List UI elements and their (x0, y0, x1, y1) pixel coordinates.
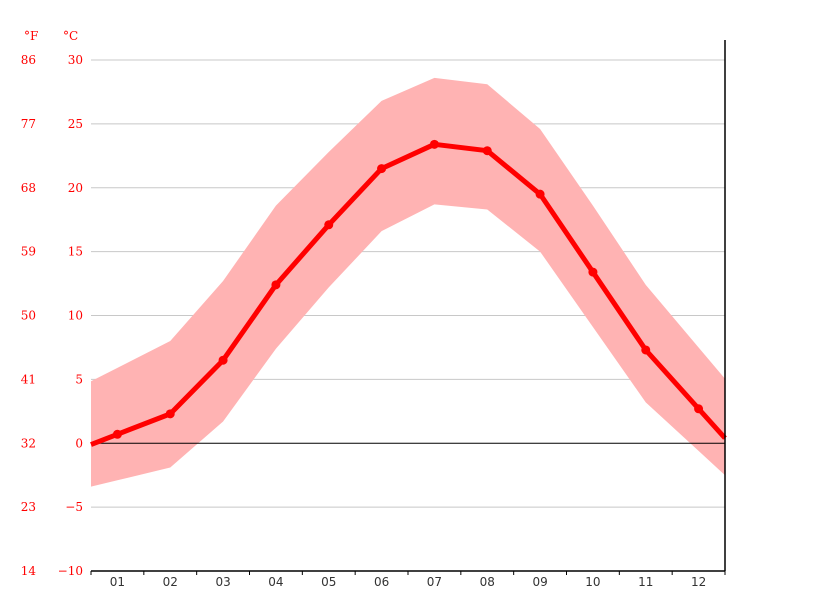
x-tick-label: 10 (585, 575, 600, 589)
y-tick-label-fahrenheit: 68 (21, 181, 36, 195)
y-tick-label-fahrenheit: 41 (21, 372, 36, 386)
data-point (377, 164, 387, 174)
data-point (535, 189, 545, 199)
y-tick-label-celsius: 5 (75, 372, 83, 386)
x-tick-label: 08 (480, 575, 495, 589)
y-tick-label-celsius: −5 (65, 500, 83, 514)
y-tick-label-celsius: 15 (68, 245, 83, 259)
x-axis-labels: 01 02 03 04 05 06 07 08 09 10 11 12 (110, 575, 706, 589)
y-axis-labels: 30 86 25 77 20 68 15 59 10 50 5 41 0 32 −5 23 −10 14 (21, 53, 83, 578)
y-tick-label-fahrenheit: 50 (21, 309, 36, 323)
x-tick-label: 04 (268, 575, 283, 589)
y-tick-label-celsius: 25 (68, 117, 83, 131)
y-tick-label-celsius: 20 (68, 181, 83, 195)
y-tick-label-fahrenheit: 77 (21, 117, 36, 131)
data-point (324, 220, 334, 230)
y-tick-label-fahrenheit: 59 (21, 245, 36, 259)
x-tick-label: 05 (321, 575, 336, 589)
y-tick-label-fahrenheit: 23 (21, 500, 36, 514)
x-tick-label: 07 (427, 575, 442, 589)
data-point (165, 409, 175, 419)
y-tick-label-celsius: −10 (58, 564, 83, 578)
data-point (694, 404, 704, 414)
unit-labels: °F °C (24, 29, 78, 43)
x-tick-label: 09 (532, 575, 547, 589)
data-point (482, 146, 492, 156)
data-point (271, 280, 281, 290)
data-point (429, 139, 439, 149)
x-tick-label: 06 (374, 575, 389, 589)
fahrenheit-unit-label: °F (24, 29, 38, 43)
average-temperature-line (90, 141, 727, 447)
data-point (641, 345, 651, 355)
temperature-range-band (91, 77, 725, 487)
x-tick-label: 02 (163, 575, 178, 589)
data-point (218, 355, 228, 365)
data-points (112, 139, 704, 439)
y-tick-label-fahrenheit: 86 (21, 53, 36, 67)
y-tick-label-celsius: 30 (68, 53, 83, 67)
celsius-unit-label: °C (63, 29, 78, 43)
x-tick-label: 01 (110, 575, 125, 589)
x-tick-label: 03 (215, 575, 230, 589)
y-tick-label-celsius: 10 (68, 309, 83, 323)
y-tick-label-fahrenheit: 32 (21, 436, 36, 450)
x-tick-label: 11 (638, 575, 653, 589)
data-point (112, 429, 122, 439)
x-axis-ticks (90, 571, 726, 575)
y-tick-label-fahrenheit: 14 (21, 564, 37, 578)
y-tick-label-celsius: 0 (75, 436, 83, 450)
x-tick-label: 12 (691, 575, 706, 589)
data-point (588, 267, 598, 277)
